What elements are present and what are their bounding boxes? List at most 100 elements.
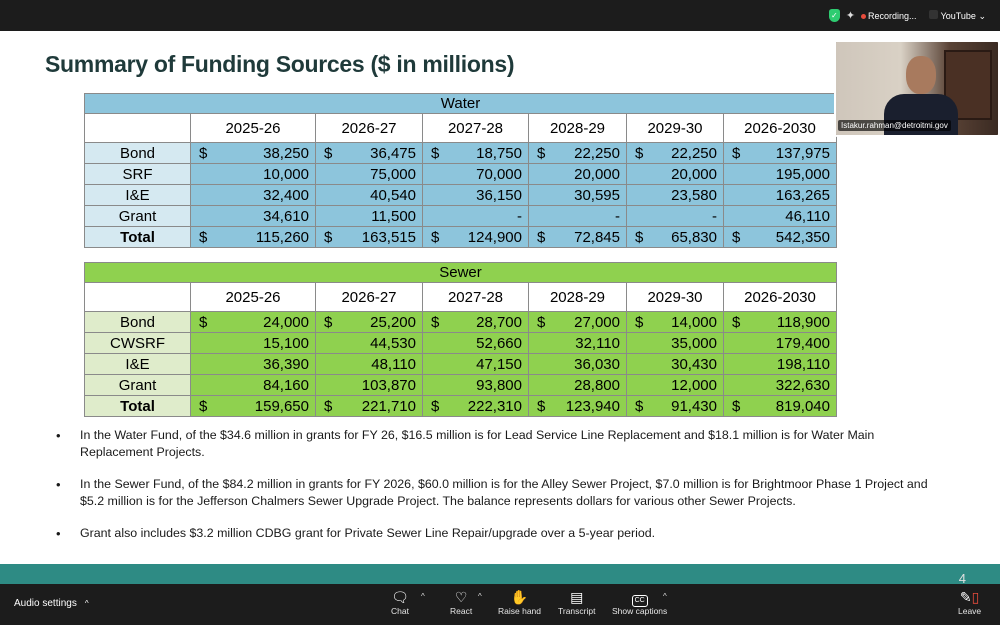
cell-value: -	[615, 207, 620, 225]
header-corner-cell	[84, 282, 191, 312]
column-header: 2026-27	[315, 113, 423, 143]
bullet-item: In the Sewer Fund, of the $84.2 million …	[56, 476, 936, 510]
row-label: Total	[84, 226, 191, 248]
table-cell: 46,110	[723, 205, 837, 227]
dollar-sign: $	[732, 228, 741, 246]
table-cell: 36,150	[422, 184, 529, 206]
show-captions-label: Show captions	[612, 606, 668, 616]
participant-name-label: Istakur.rahman@detroitmi.gov	[838, 120, 951, 131]
cell-value: 179,400	[775, 334, 830, 352]
raise-hand-label: Raise hand	[498, 606, 542, 616]
dollar-sign: $	[635, 228, 644, 246]
sparkle-icon[interactable]: ✦	[845, 10, 856, 22]
bullet-item: Grant also includes $3.2 million CDBG gr…	[56, 525, 936, 542]
raise-hand-button[interactable]: ✋ Raise hand	[498, 588, 541, 616]
cell-value: 20,000	[574, 165, 620, 183]
table-cell: 322,630	[723, 374, 837, 396]
table-cell: $222,310	[422, 395, 529, 417]
row-label: SRF	[84, 163, 191, 185]
participant-video-tile[interactable]: Istakur.rahman@detroitmi.gov	[834, 40, 1000, 137]
chat-options-caret[interactable]: ^	[421, 592, 425, 601]
column-header: 2029-30	[626, 113, 724, 143]
table-cell: 10,000	[190, 163, 316, 185]
table-cell: 30,595	[528, 184, 627, 206]
cell-value: 47,150	[476, 355, 522, 373]
table-cell: $36,475	[315, 142, 423, 164]
table-cell: 35,000	[626, 332, 724, 354]
table-cell: 93,800	[422, 374, 529, 396]
cell-value: 14,000	[671, 313, 717, 331]
top-bar: ✓ ✦ Recording... YouTube ⌄	[0, 0, 1000, 31]
table-cell: $163,515	[315, 226, 423, 248]
column-header: 2026-27	[315, 282, 423, 312]
cell-value: 163,515	[361, 228, 416, 246]
cell-value: 35,000	[671, 334, 717, 352]
dollar-sign: $	[537, 228, 546, 246]
column-header: 2027-28	[422, 113, 529, 143]
dollar-sign: $	[431, 313, 440, 331]
chat-button[interactable]: 🗨 Chat	[391, 588, 409, 616]
table-cell: 163,265	[723, 184, 837, 206]
transcript-button[interactable]: ▤ Transcript	[558, 588, 595, 616]
captions-options-caret[interactable]: ^	[663, 592, 667, 601]
cell-value: 44,530	[370, 334, 416, 352]
youtube-stream-button[interactable]: YouTube ⌄	[928, 9, 986, 22]
table-cell: 23,580	[626, 184, 724, 206]
cell-value: 163,265	[775, 186, 830, 204]
table-cell: 47,150	[422, 353, 529, 375]
video-person-head	[906, 56, 936, 94]
cell-value: 195,000	[775, 165, 830, 183]
column-header: 2027-28	[422, 282, 529, 312]
react-button[interactable]: ♡ React	[450, 588, 472, 616]
cell-value: 20,000	[671, 165, 717, 183]
table-cell: 32,400	[190, 184, 316, 206]
cell-value: 137,975	[775, 144, 830, 162]
table-row: Bond $24,000 $25,200 $28,700 $27,000 $14,000 $…	[84, 311, 837, 333]
column-header: 2025-26	[190, 113, 316, 143]
cell-value: 27,000	[574, 313, 620, 331]
chevron-up-icon[interactable]: ^	[84, 599, 89, 608]
dollar-sign: $	[199, 397, 208, 415]
cell-value: 12,000	[671, 376, 717, 394]
audio-settings-button[interactable]: Audio settings ^	[14, 598, 89, 609]
table-cell: -	[528, 205, 627, 227]
cell-value: 25,200	[370, 313, 416, 331]
cell-value: 84,160	[263, 376, 309, 394]
table-cell: $221,710	[315, 395, 423, 417]
react-label: React	[450, 606, 473, 616]
table-cell: -	[422, 205, 529, 227]
cell-value: 72,845	[574, 228, 620, 246]
table-cell: -	[626, 205, 724, 227]
table-cell: $38,250	[190, 142, 316, 164]
table-row: Total $115,260 $163,515 $124,900 $72,845 $65,…	[84, 226, 837, 248]
header-corner-cell	[84, 113, 191, 143]
cell-value: 93,800	[476, 376, 522, 394]
row-label: Total	[84, 395, 191, 417]
cell-value: 70,000	[476, 165, 522, 183]
column-header: 2028-29	[528, 113, 627, 143]
cell-value: 542,350	[775, 228, 830, 246]
table-cell: 11,500	[315, 205, 423, 227]
transcript-label: Transcript	[558, 606, 596, 616]
table-cell: $65,830	[626, 226, 724, 248]
cell-value: 48,110	[371, 355, 416, 373]
show-captions-button[interactable]: CC Show captions	[612, 588, 667, 616]
table-cell: $27,000	[528, 311, 627, 333]
table-cell: $18,750	[422, 142, 529, 164]
dollar-sign: $	[324, 228, 333, 246]
cell-value: 32,110	[575, 334, 620, 352]
cell-value: 123,940	[565, 397, 620, 415]
leave-button[interactable]: ✎▯ Leave	[958, 588, 981, 616]
sewer-title-row: Sewer	[84, 262, 837, 283]
cell-value: 159,650	[254, 397, 309, 415]
cell-value: 819,040	[775, 397, 830, 415]
table-cell: $24,000	[190, 311, 316, 333]
slide-page-number: 4	[958, 571, 966, 586]
table-cell: 48,110	[315, 353, 423, 375]
cell-value: 118,900	[776, 313, 830, 331]
shared-slide: Summary of Funding Sources ($ in million…	[0, 31, 1000, 584]
react-options-caret[interactable]: ^	[478, 592, 482, 601]
table-cell: 34,610	[190, 205, 316, 227]
chevron-down-icon: ⌄	[978, 10, 986, 21]
sewer-header-row: 2025-26 2026-27 2027-28 2028-29 2029-30 2026-…	[84, 282, 837, 312]
